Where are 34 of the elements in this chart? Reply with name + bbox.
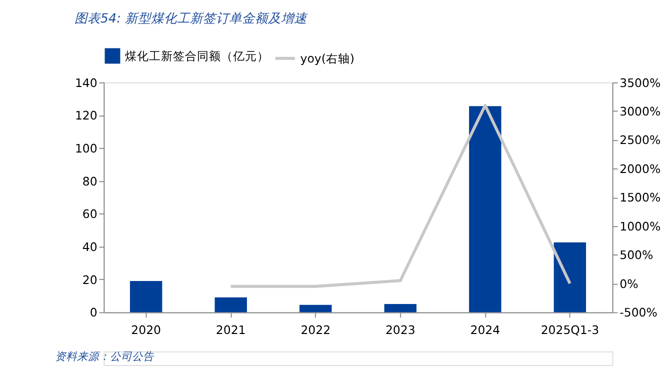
x-tick-label: 2021 — [216, 323, 246, 338]
bar — [469, 106, 502, 312]
y2-tick-label: 2500% — [620, 133, 661, 148]
y2-tick-label: 3500% — [620, 76, 661, 90]
y-tick-label: 80 — [82, 174, 98, 188]
bar — [384, 304, 416, 312]
y2-tick-label: 0% — [620, 276, 638, 291]
y2-tick-label: 1000% — [620, 219, 661, 234]
y2-tick-label: 500% — [620, 248, 654, 262]
y-tick-label: 100 — [74, 141, 98, 156]
text: 资料来源：公司公告 — [54, 350, 155, 364]
y2-tick-label: 3000% — [620, 104, 661, 118]
bar — [300, 304, 332, 312]
bar — [214, 297, 247, 312]
y-tick-label: 0 — [90, 306, 98, 320]
bar — [130, 281, 162, 312]
legend-label: yoy(右轴) — [300, 51, 354, 66]
y2-tick-label: -500% — [620, 306, 658, 320]
x-tick-label: 2023 — [385, 323, 416, 338]
legend-label: 煤化工新签合同额（亿元） — [125, 48, 270, 63]
x-tick-label: 2022 — [300, 323, 331, 338]
y-tick-label: 40 — [82, 240, 98, 254]
y2-tick-label: 2000% — [620, 162, 661, 176]
y-tick-label: 20 — [82, 272, 98, 287]
line-series — [229, 104, 572, 288]
y-tick-label: 120 — [74, 108, 98, 123]
chart-title: 图表54: 新型煤化工新签订单金额及增速 — [74, 10, 308, 26]
x-tick-label: 2025Q1-3 — [540, 323, 600, 338]
y-tick-label: 60 — [82, 207, 98, 222]
x-tick-label: 2020 — [131, 323, 161, 338]
y-tick-label: 140 — [74, 76, 98, 90]
x-tick-label: 2024 — [470, 323, 500, 338]
y2-tick-label: 1500% — [620, 190, 661, 205]
bar — [554, 242, 586, 312]
